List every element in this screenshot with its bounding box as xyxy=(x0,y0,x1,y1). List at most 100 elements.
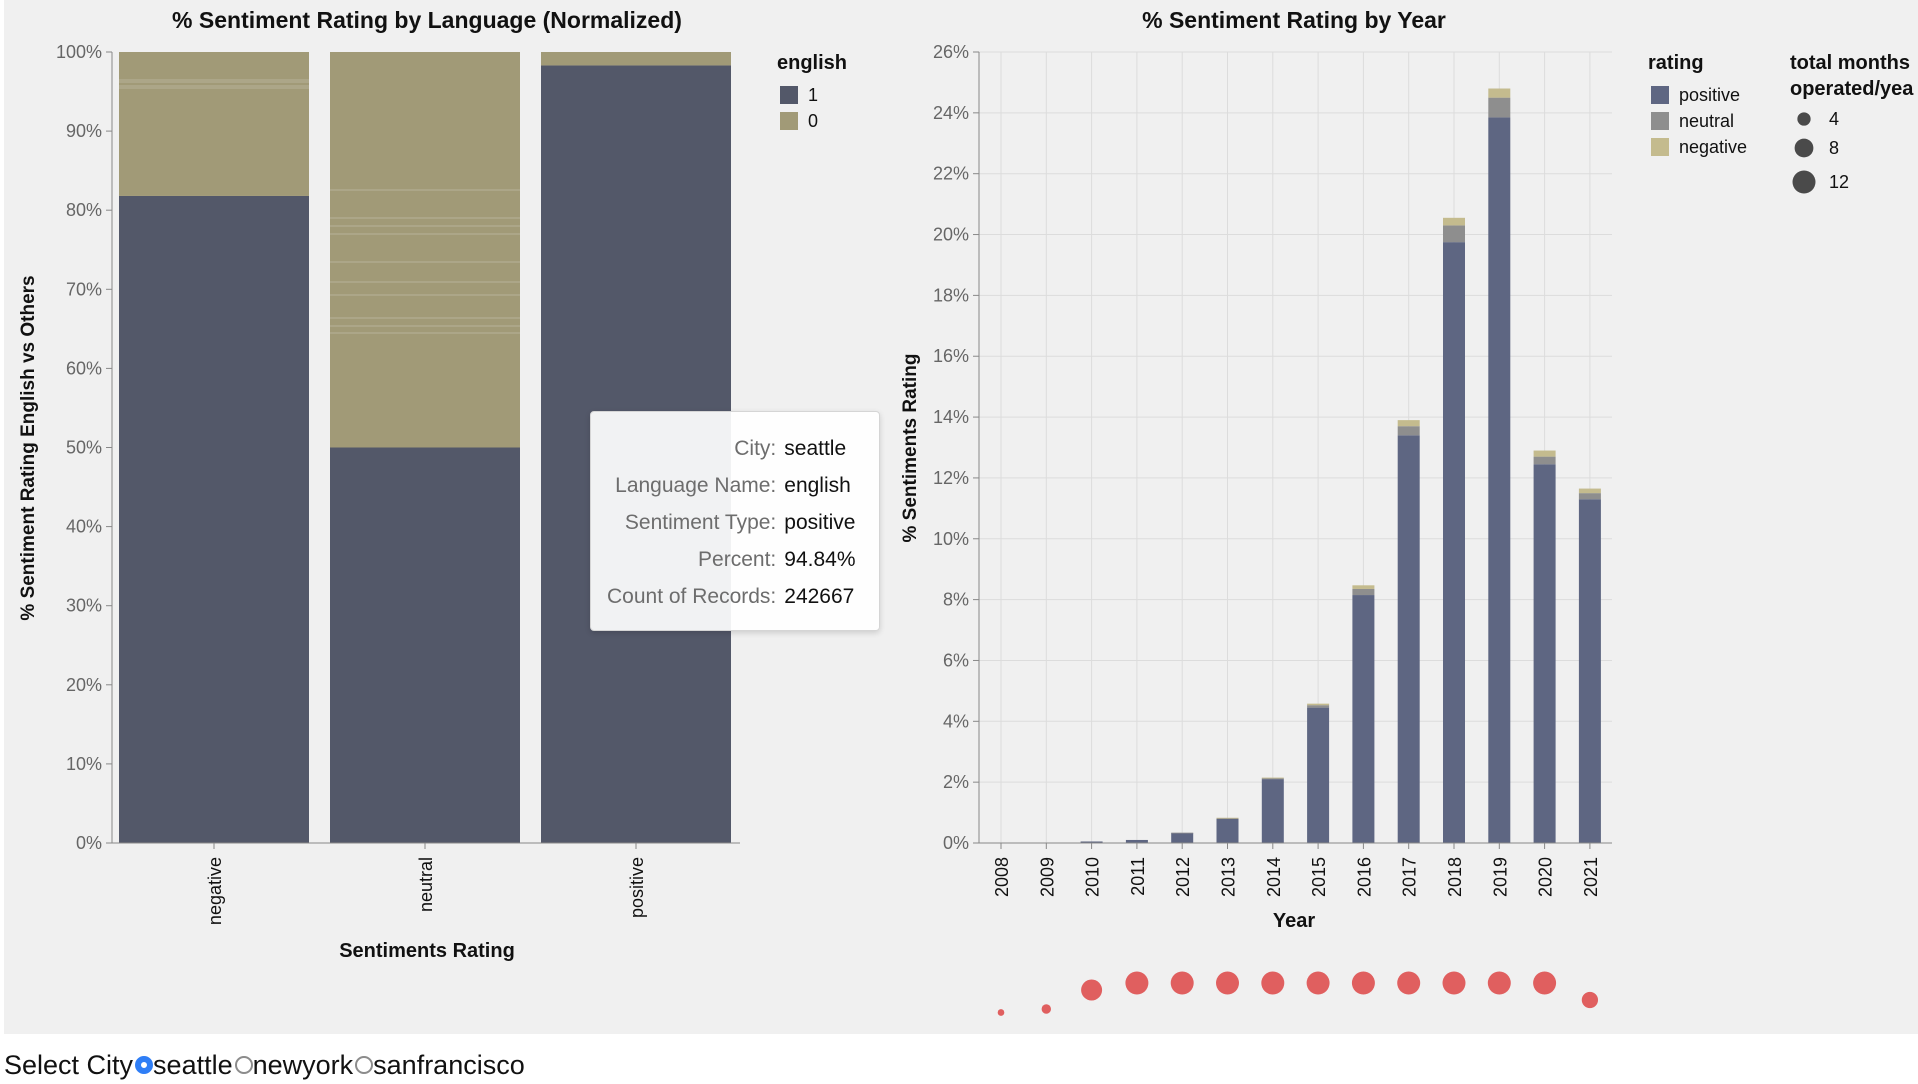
legend-swatch xyxy=(1651,112,1669,130)
x-tick-label: 2010 xyxy=(1083,857,1103,897)
y-tick-label: 26% xyxy=(933,42,969,62)
radio-option-sanfrancisco[interactable]: sanfrancisco xyxy=(353,1050,525,1081)
y-tick-label: 4% xyxy=(943,711,969,731)
bar-segment xyxy=(1307,705,1330,708)
bar-segment xyxy=(1533,456,1556,465)
x-tick-label: 2017 xyxy=(1400,857,1420,897)
y-tick-label: 24% xyxy=(933,103,969,123)
bar-segment xyxy=(1352,585,1375,589)
bar-segment xyxy=(1578,499,1601,843)
legend-swatch xyxy=(1651,138,1669,156)
tooltip: City: seattle Language Name: english Senti… xyxy=(590,411,880,631)
bar-segment xyxy=(541,52,731,66)
y-tick-label: 40% xyxy=(66,517,102,537)
legend-swatch xyxy=(1651,86,1669,104)
radio-label-seattle: seattle xyxy=(153,1049,233,1080)
bar-segment xyxy=(1352,595,1375,843)
bar-segment xyxy=(1261,778,1284,780)
x-tick-label: negative xyxy=(205,857,225,925)
legend-swatch xyxy=(780,86,798,104)
months-dot xyxy=(1351,971,1375,995)
tooltip-key: Language Name: xyxy=(615,474,777,497)
tooltip-value: english xyxy=(784,474,851,497)
y-tick-label: 60% xyxy=(66,358,102,378)
bar-segment xyxy=(1216,818,1239,843)
radio-button-sanfrancisco[interactable] xyxy=(355,1056,374,1074)
months-dot xyxy=(1125,971,1149,995)
tooltip-value: seattle xyxy=(784,437,847,460)
months-dot xyxy=(997,1009,1005,1016)
months-dot xyxy=(1306,971,1330,995)
legend-label: 12 xyxy=(1829,172,1849,192)
legend-english: english 1 0 xyxy=(777,52,847,131)
x-axis-title: Year xyxy=(1273,910,1315,932)
x-tick-label: 2014 xyxy=(1264,857,1284,897)
tooltip-value: 94.84% xyxy=(784,548,856,571)
radio-option-seattle[interactable]: seattle xyxy=(133,1050,233,1081)
bar-segment xyxy=(1488,88,1511,98)
radio-button-newyork[interactable] xyxy=(234,1056,253,1074)
y-tick-label: 8% xyxy=(943,590,969,610)
bar-segment xyxy=(1397,426,1420,436)
months-scatter xyxy=(997,971,1599,1016)
city-select: Select City seattle newyork sanfrancisco xyxy=(4,1047,525,1083)
legend-label: 0 xyxy=(808,111,818,131)
bar-segment xyxy=(1578,488,1601,494)
tooltip-table: City: seattle Language Name: english Senti… xyxy=(607,430,856,615)
legend-label: 4 xyxy=(1829,109,1839,129)
legend-title: rating xyxy=(1648,52,1704,74)
radio-label-sanfrancisco: sanfrancisco xyxy=(373,1049,525,1080)
bar-segment xyxy=(1125,839,1148,843)
tooltip-key: City: xyxy=(734,437,777,460)
select-city-label: Select City xyxy=(4,1049,134,1080)
y-tick-label: 100% xyxy=(56,42,102,62)
chart-area: % Sentiment Rating by Language (Normaliz… xyxy=(4,0,1918,1034)
tooltip-row: Sentiment Type: positive xyxy=(607,504,856,541)
tooltip-value: 242667 xyxy=(784,585,855,608)
chart-year: % Sentiment Rating by Year 2008 2009 2010 20… xyxy=(900,7,1914,1016)
months-dot xyxy=(1170,971,1194,995)
bar-segment xyxy=(1216,817,1239,819)
bar-segment xyxy=(1171,832,1194,843)
tooltip-key: Sentiment Type: xyxy=(624,511,777,534)
y-axis-title: % Sentiments Rating xyxy=(900,354,921,543)
months-dot xyxy=(1487,971,1511,995)
x-tick-label: positive xyxy=(627,857,647,918)
x-tick-label: 2012 xyxy=(1173,857,1193,897)
legend-rating: rating positive neutral negative xyxy=(1648,52,1747,157)
legend-swatch xyxy=(780,112,798,130)
radio-label-newyork: newyork xyxy=(252,1049,354,1080)
months-dot xyxy=(1261,971,1285,995)
bar-segment xyxy=(1080,841,1103,843)
tooltip-row: Language Name: english xyxy=(607,467,856,504)
legend-size-dot xyxy=(1794,138,1814,158)
x-tick-label: 2018 xyxy=(1445,857,1465,897)
x-tick-label: 2016 xyxy=(1354,857,1374,897)
x-tick-label: 2011 xyxy=(1128,857,1148,896)
legend-label: neutral xyxy=(1679,111,1734,131)
legend-label: 8 xyxy=(1829,138,1839,158)
bar-segment xyxy=(1307,707,1330,843)
bar-segment xyxy=(1397,420,1420,427)
months-dot xyxy=(1442,971,1466,995)
x-tick-label: 2015 xyxy=(1309,857,1329,897)
y-tick-label: 70% xyxy=(66,279,102,299)
months-dot xyxy=(1216,971,1239,995)
tooltip-row: City: seattle xyxy=(607,430,856,467)
y-tick-label: 10% xyxy=(933,529,969,549)
legend-size-dot xyxy=(1792,170,1816,194)
y-tick-label: 6% xyxy=(943,650,969,670)
y-tick-label: 20% xyxy=(933,225,969,245)
legend-title: total months xyxy=(1790,52,1910,74)
charts-canvas: % Sentiment Rating by Language (Normaliz… xyxy=(18,7,1914,1016)
tooltip-value: positive xyxy=(784,511,856,534)
bar-segment xyxy=(119,195,309,843)
radio-option-newyork[interactable]: newyork xyxy=(233,1049,354,1081)
x-tick-label: 2020 xyxy=(1536,857,1556,897)
radio-button-seattle[interactable] xyxy=(135,1056,154,1074)
tooltip-key: Count of Records: xyxy=(607,585,777,608)
bar-segment xyxy=(1488,117,1511,844)
y-tick-label: 10% xyxy=(66,754,102,774)
legend-months: total months operated/yea 4 8 12 xyxy=(1790,52,1914,194)
y-tick-label: 80% xyxy=(66,200,102,220)
